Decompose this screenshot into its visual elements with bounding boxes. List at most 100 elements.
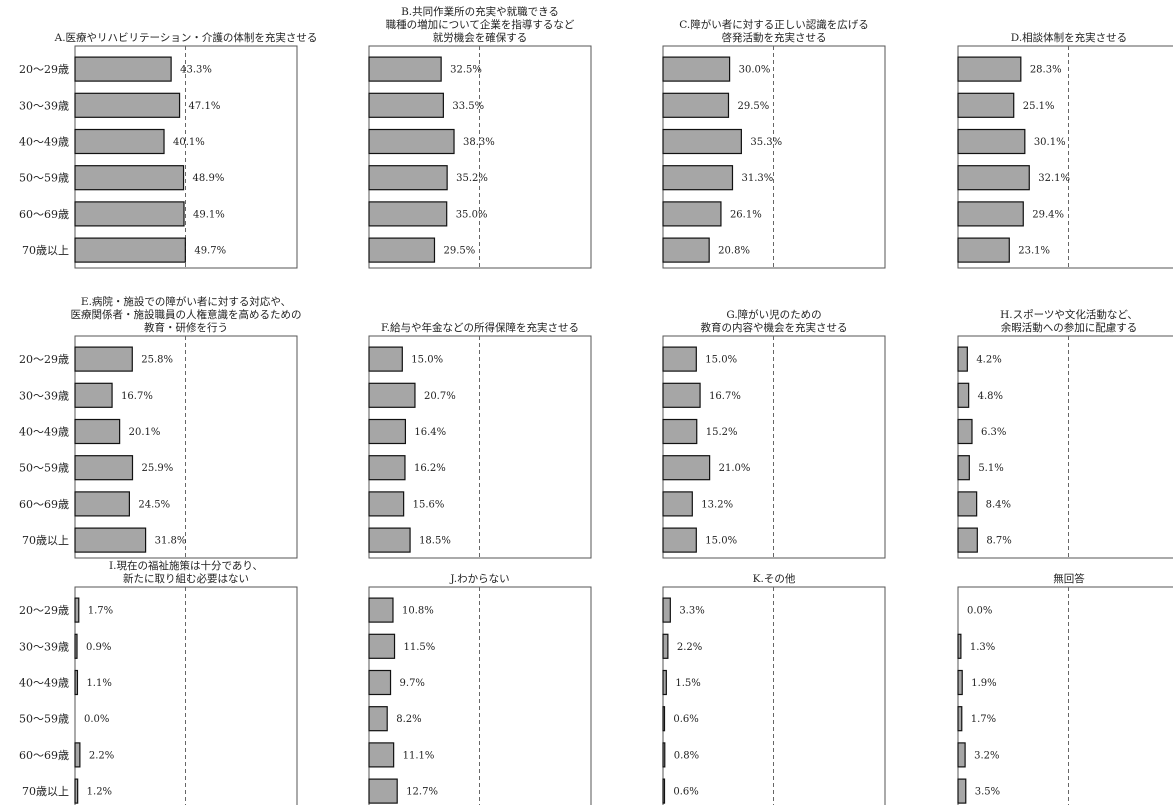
bar	[957, 418, 973, 445]
data-label: 29.4%	[1032, 209, 1064, 220]
data-label: 30.1%	[1034, 137, 1066, 148]
bar	[368, 201, 448, 227]
bar	[957, 527, 978, 553]
category-label: 60～69歳	[19, 208, 69, 221]
bar	[368, 165, 448, 191]
panel-5: E.病院・施設での障がい者に対する対応や、医療関係者・施設職員の人権意識を高める…	[19, 295, 302, 559]
category-label: 70歳以上	[22, 244, 69, 257]
panel-title-line: D.相談体制を充実させる	[1011, 31, 1127, 44]
bar	[74, 778, 79, 804]
data-label: 9.7%	[400, 678, 425, 689]
bar	[957, 633, 962, 659]
bar	[74, 742, 81, 768]
data-label: 31.3%	[741, 173, 773, 184]
bar	[662, 706, 666, 732]
data-label: 23.1%	[1018, 246, 1050, 257]
panel-title-line: 職種の増加について企業を指導するなど	[386, 18, 575, 31]
bar	[74, 455, 134, 481]
bar	[74, 418, 121, 445]
data-label: 31.8%	[155, 536, 187, 547]
bar	[74, 491, 130, 517]
data-label: 2.2%	[89, 750, 114, 761]
data-label: 8.2%	[396, 714, 421, 725]
data-label: 48.9%	[193, 173, 225, 184]
panel-4: D.相談体制を充実させる 28.3% 25.1% 30.1% 32.1% 29.4% 23.…	[957, 31, 1173, 269]
data-label: 40.1%	[173, 137, 205, 148]
panel-8: H.スポーツや文化活動など、余暇活動への参加に配慮する 4.2% 4.8% 6.3% 5…	[957, 308, 1173, 559]
data-label: 38.3%	[463, 137, 495, 148]
data-label: 20.7%	[424, 391, 456, 402]
data-label: 32.5%	[450, 65, 482, 76]
bar	[662, 633, 669, 659]
bar	[74, 669, 79, 696]
plot-frame	[957, 335, 1173, 559]
panel-title-line: C.障がい者に対する正しい認識を広げる	[679, 18, 869, 31]
data-label: 0.6%	[673, 787, 698, 798]
data-label: 32.1%	[1038, 173, 1070, 184]
bar	[957, 491, 978, 517]
bar	[662, 418, 698, 445]
panel-title-line: F.給与や年金などの所得保障を充実させる	[381, 321, 579, 334]
data-label: 29.5%	[443, 246, 475, 257]
bar	[662, 742, 666, 768]
bar	[368, 346, 403, 372]
category-label: 50～59歳	[19, 462, 69, 475]
bar	[368, 633, 396, 659]
bar	[662, 527, 697, 553]
category-label: 40～49歳	[19, 677, 69, 690]
panel-11: K.その他 3.3% 2.2% 1.5% 0.6% 0.8% 0.6%	[662, 572, 886, 805]
data-label: 11.1%	[403, 750, 435, 761]
bar	[662, 455, 711, 481]
panel-title-line: E.病院・施設での障がい者に対する対応や、	[81, 295, 291, 308]
bar	[957, 706, 963, 732]
data-label: 0.8%	[674, 750, 699, 761]
data-label: 16.4%	[414, 427, 446, 438]
bar	[662, 237, 710, 263]
category-label: 30～39歳	[19, 389, 69, 402]
data-label: 15.6%	[413, 499, 445, 510]
bar	[662, 92, 730, 118]
panel-title-line: G.障がい児のための	[726, 308, 821, 321]
bar	[957, 201, 1024, 227]
bar	[957, 92, 1015, 118]
data-label: 0.0%	[967, 606, 992, 617]
category-label: 20～29歳	[19, 353, 69, 366]
category-label: 60～69歳	[19, 498, 69, 511]
panel-10: J.わからない 10.8% 11.5% 9.7% 8.2% 11.1% 12.7%	[368, 573, 592, 805]
bar	[74, 128, 165, 155]
bar	[368, 418, 407, 445]
data-label: 0.6%	[673, 714, 698, 725]
data-label: 5.1%	[978, 463, 1003, 474]
data-label: 15.0%	[705, 355, 737, 366]
panel-12: 無回答 0.0% 1.3% 1.9% 1.7% 3.2% 3.5%	[957, 572, 1173, 805]
data-label: 2.2%	[677, 642, 702, 653]
data-label: 29.5%	[737, 101, 769, 112]
category-label: 20～29歳	[19, 604, 69, 617]
data-label: 3.5%	[975, 787, 1000, 798]
category-label: 70歳以上	[22, 534, 69, 547]
bar	[74, 346, 133, 372]
data-label: 16.2%	[414, 463, 446, 474]
panel-title-line: J.わからない	[449, 573, 509, 585]
bar	[74, 92, 181, 118]
data-label: 25.1%	[1023, 101, 1055, 112]
category-label: 40～49歳	[19, 426, 69, 439]
panel-1: A.医療やリハビリテーション・介護の体制を充実させる 43.3% 20～29歳 47.…	[19, 31, 317, 269]
bar	[74, 56, 172, 82]
data-label: 1.5%	[675, 678, 700, 689]
category-label: 50～59歳	[19, 713, 69, 726]
data-label: 47.1%	[189, 101, 221, 112]
panel-title-line: B.共同作業所の充実や就職できる	[401, 5, 559, 18]
data-label: 13.2%	[701, 499, 733, 510]
category-label: 70歳以上	[22, 785, 69, 798]
data-label: 18.5%	[419, 536, 451, 547]
data-label: 1.9%	[971, 678, 996, 689]
data-label: 16.7%	[709, 391, 741, 402]
panel-6: F.給与や年金などの所得保障を充実させる 15.0% 20.7% 16.4% 16.2%…	[368, 321, 592, 559]
category-label: 30～39歳	[19, 99, 69, 112]
category-label: 60～69歳	[19, 749, 69, 762]
bar	[662, 56, 731, 82]
bar	[957, 346, 968, 372]
